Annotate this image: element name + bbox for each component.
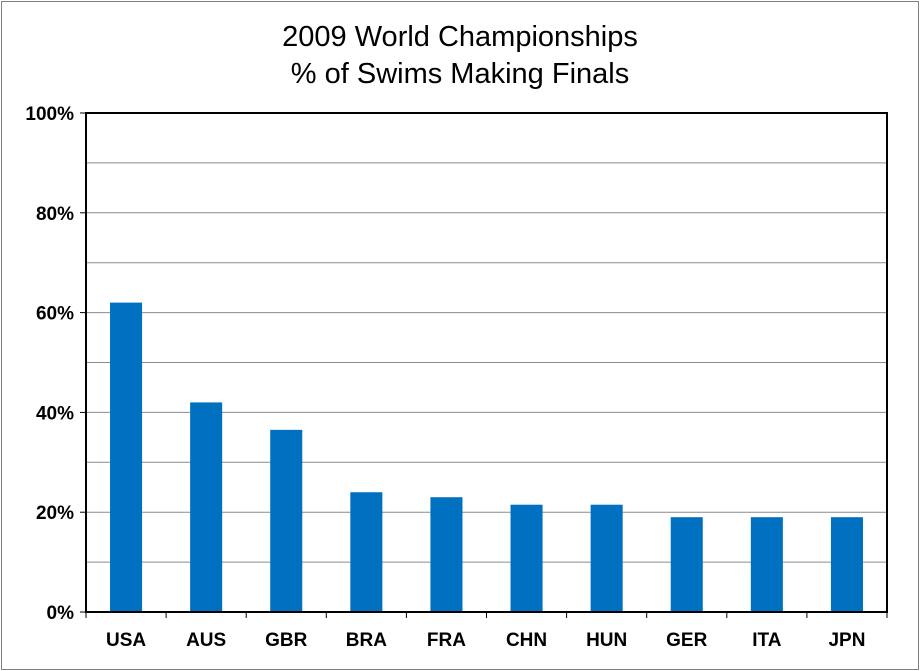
x-tick-label-fra: FRA [427,630,466,651]
x-tick-label-ger: GER [666,630,707,651]
bar-fra [430,497,463,612]
y-tick-label: 20% [36,503,74,524]
y-tick-label: 0% [47,603,75,624]
x-tick-label-hun: HUN [586,630,627,651]
x-tick-label-aus: AUS [186,630,226,651]
chart-subtitle: % of Swims Making Finals [291,58,629,90]
bar-ita [750,517,783,612]
bar-usa [110,302,143,612]
x-tick-label-ita: ITA [752,630,781,651]
bar-bra [350,492,383,612]
y-tick-label: 60% [36,304,74,325]
bar-hun [590,504,623,612]
y-tick-label: 80% [36,204,74,225]
x-tick-label-bra: BRA [346,630,387,651]
bars [110,302,863,612]
y-tick-label: 100% [25,104,74,125]
y-axis-ticks: 0% 20% 40% 60% 80% 100% [25,104,86,624]
x-tick-label-gbr: GBR [265,630,308,651]
y-tick-label: 40% [36,403,74,424]
x-tick-label-jpn: JPN [828,630,865,651]
x-axis-ticks: USA AUS GBR BRA FRA CHN HUN GER ITA JPN [85,612,888,651]
x-tick-label-chn: CHN [506,630,547,651]
bar-chn [510,504,543,612]
bar-ger [670,517,703,612]
bar-aus [190,402,223,612]
x-tick-label-usa: USA [106,630,146,651]
bar-gbr [270,429,303,612]
chart-title: 2009 World Championships [282,21,638,53]
bar-jpn [830,517,863,612]
